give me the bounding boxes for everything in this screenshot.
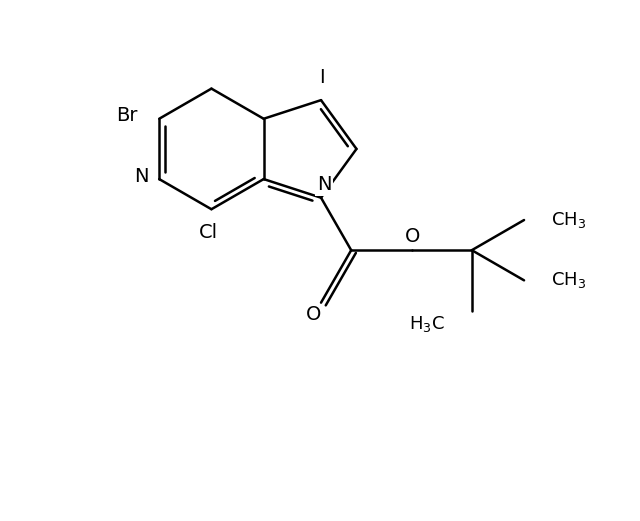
Text: N: N: [134, 167, 148, 185]
Text: Cl: Cl: [199, 222, 218, 242]
Text: O: O: [306, 305, 321, 324]
Text: Br: Br: [116, 106, 138, 125]
Text: CH$_3$: CH$_3$: [551, 210, 586, 230]
Text: I: I: [319, 68, 325, 86]
Text: N: N: [317, 175, 332, 194]
Text: CH$_3$: CH$_3$: [551, 270, 586, 290]
Text: O: O: [405, 228, 420, 246]
Text: H$_3$C: H$_3$C: [409, 314, 445, 334]
